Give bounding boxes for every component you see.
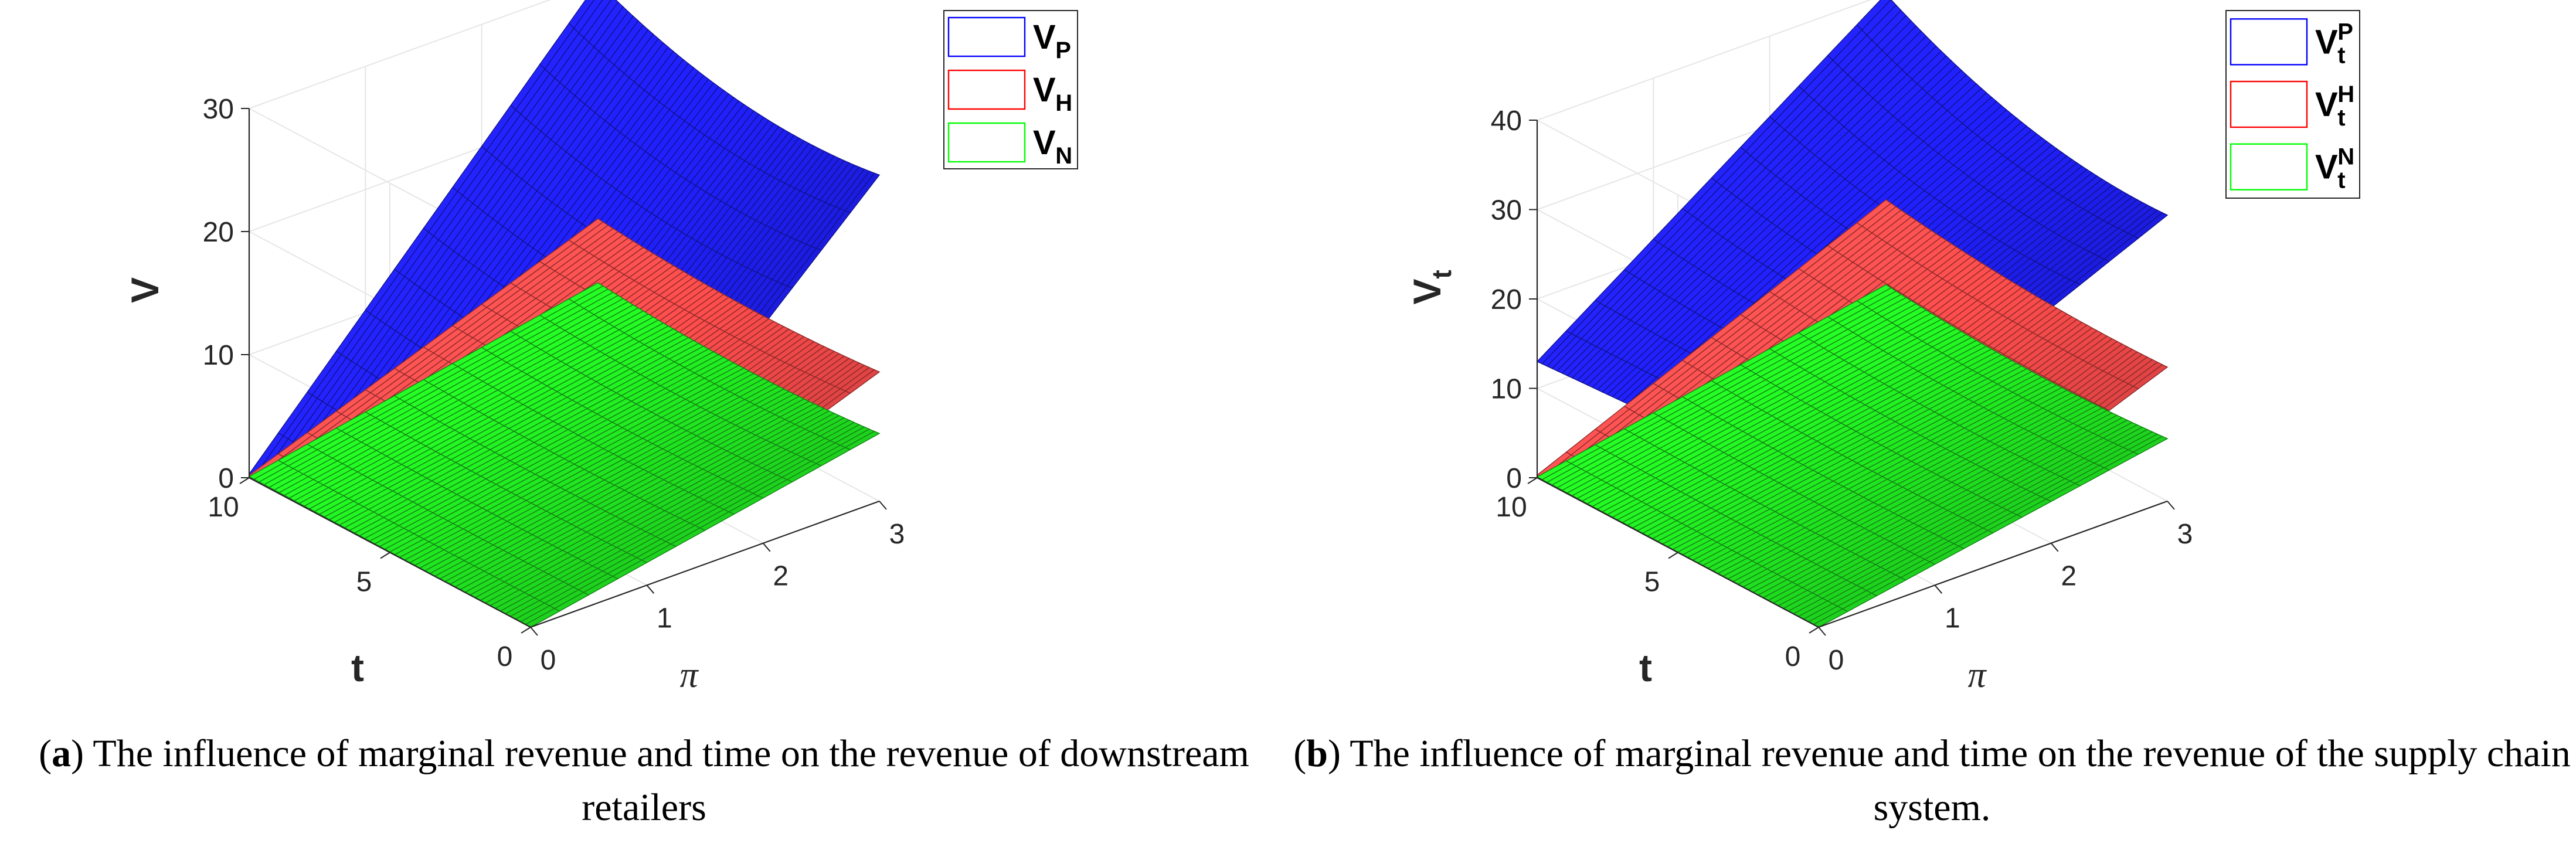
y-tick-label: 10 <box>208 492 239 523</box>
legend-entry: VN <box>1033 124 1072 169</box>
x-axis-line <box>530 500 880 628</box>
legend-entry: VN t <box>2315 144 2354 193</box>
grid-line <box>249 0 551 109</box>
z-tick-label: 10 <box>203 340 234 371</box>
x-tick-mark <box>530 627 538 636</box>
x-axis-label: π <box>679 655 699 695</box>
y-tick-mark <box>1668 552 1678 559</box>
x-tick-mark <box>1934 584 1943 594</box>
caption-a: (a) The influence of marginal revenue an… <box>39 732 1249 829</box>
panel-b: 0 1 2 3 0 5 10 0 10 20 30 40 π t Vt VP t VH t VN t <box>1288 0 2576 727</box>
surface-patch <box>2132 436 2169 455</box>
x-axis-line <box>1818 500 2168 628</box>
panel-a-axis-labels: π t V <box>123 277 699 695</box>
x-tick-label: 3 <box>889 519 905 550</box>
surface-patch <box>844 369 881 394</box>
legend-swatch <box>947 16 1026 57</box>
z-axis-label: Vt <box>1405 270 1457 304</box>
legend-entry: VH t <box>2315 81 2354 131</box>
panel-b-surfaces <box>1536 0 2169 628</box>
y-tick-label: 10 <box>1496 492 1527 523</box>
panel-a-legend: VP VH VN <box>943 10 1078 169</box>
z-tick-label: 0 <box>1506 463 1522 494</box>
caption-b: (b) The influence of marginal revenue an… <box>1293 732 2571 829</box>
y-axis-label: t <box>1639 646 1652 689</box>
x-tick-label: 2 <box>773 561 789 592</box>
y-tick-mark <box>1527 477 1538 484</box>
surface-patch <box>844 431 881 450</box>
y-axis-label: t <box>351 646 364 689</box>
legend-swatch <box>2230 18 2308 66</box>
legend-entry: VH <box>1033 71 1072 116</box>
surface-patch <box>844 172 881 213</box>
x-tick-label: 0 <box>1829 645 1844 676</box>
legend-swatch <box>947 69 1026 110</box>
legend-swatch <box>2230 143 2308 191</box>
x-tick-mark <box>646 584 655 594</box>
x-tick-mark <box>879 501 887 510</box>
legend-entry: VP t <box>2315 19 2353 68</box>
surface-patch <box>2132 212 2169 239</box>
z-tick-label: 30 <box>1491 195 1522 226</box>
y-tick-label: 0 <box>497 641 513 672</box>
surface-VtN <box>1536 284 2169 628</box>
y-tick-mark <box>1809 627 1819 634</box>
y-tick-label: 5 <box>356 567 372 598</box>
z-tick-label: 20 <box>1491 284 1522 315</box>
x-tick-mark <box>1818 627 1826 636</box>
y-tick-mark <box>239 477 250 484</box>
z-tick-label: 10 <box>1491 374 1522 405</box>
x-tick-mark <box>2167 501 2175 510</box>
y-tick-mark <box>521 627 531 634</box>
caption-b-text: The influence of marginal revenue and ti… <box>1350 732 2571 829</box>
caption-a-label: a <box>52 732 72 775</box>
x-tick-label: 0 <box>541 645 556 676</box>
panel-b-legend: VP t VH t VN t <box>2225 10 2360 199</box>
z-axis-label: V <box>123 277 166 303</box>
surface-patch <box>2132 364 2169 390</box>
x-tick-label: 3 <box>2177 519 2193 550</box>
legend-swatch <box>947 122 1026 163</box>
caption-b-label: b <box>1306 732 1328 775</box>
z-tick-label: 0 <box>218 463 234 494</box>
legend-entry: VP <box>1033 18 1071 63</box>
grid-line <box>1537 0 1872 121</box>
x-tick-mark <box>2050 543 2059 552</box>
x-tick-label: 1 <box>657 603 672 634</box>
x-axis-label: π <box>1967 655 1987 695</box>
x-tick-label: 2 <box>2061 561 2077 592</box>
caption-a-text: The influence of marginal revenue and ti… <box>93 732 1249 829</box>
surface-VN <box>248 282 881 628</box>
y-tick-mark <box>380 552 390 559</box>
y-tick-label: 5 <box>1644 567 1660 598</box>
z-tick-label: 30 <box>203 94 234 125</box>
panel-a-surfaces <box>248 0 881 628</box>
legend-swatch <box>2230 80 2308 128</box>
y-tick-label: 0 <box>1785 641 1801 672</box>
z-tick-label: 20 <box>203 217 234 248</box>
x-tick-mark <box>762 543 771 552</box>
x-tick-label: 1 <box>1945 603 1960 634</box>
panel-b-axis-labels: π t Vt <box>1405 270 1987 695</box>
z-tick-label: 40 <box>1491 106 1522 137</box>
